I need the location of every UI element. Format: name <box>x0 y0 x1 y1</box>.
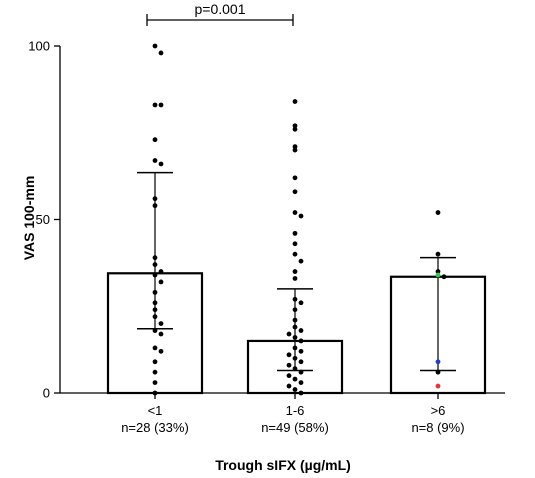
data-point <box>158 269 164 274</box>
data-point <box>158 348 164 354</box>
data-point <box>158 331 164 337</box>
x-tick-label: >6 <box>431 403 446 418</box>
data-point <box>298 258 304 264</box>
data-point <box>298 369 304 375</box>
data-point <box>298 213 304 219</box>
data-point <box>292 355 298 361</box>
data-point <box>292 317 298 323</box>
data-point <box>286 383 292 389</box>
data-point <box>298 328 304 333</box>
data-point <box>435 269 441 274</box>
x-axis-title: Trough sIFX (µg/mL) <box>215 457 351 473</box>
data-point <box>292 230 298 236</box>
data-point <box>152 102 158 108</box>
data-point <box>298 348 304 354</box>
data-point <box>292 345 298 351</box>
data-point <box>152 272 158 278</box>
x-tick-label: <1 <box>148 403 163 418</box>
x-tick-label: 1-6 <box>286 403 305 418</box>
data-point <box>292 99 298 104</box>
data-point <box>286 362 292 368</box>
y-axis-title: VAS 100-mm <box>21 176 37 261</box>
data-point <box>152 380 158 385</box>
data-point <box>152 196 158 202</box>
data-point <box>292 189 298 195</box>
data-point <box>152 369 158 375</box>
data-point <box>441 274 447 280</box>
data-point <box>152 300 158 306</box>
data-point <box>292 307 298 313</box>
data-point <box>158 321 164 326</box>
data-point <box>435 369 441 375</box>
x-tick-sublabel: n=8 (9%) <box>411 420 464 435</box>
data-point <box>292 175 298 181</box>
data-point <box>292 147 298 153</box>
data-point <box>152 203 158 209</box>
data-point <box>292 376 298 382</box>
plot-area <box>106 43 487 396</box>
data-point <box>152 314 158 320</box>
data-point <box>152 289 158 295</box>
x-tick-sublabel: n=49 (58%) <box>261 420 329 435</box>
data-point <box>152 255 158 261</box>
data-point <box>292 144 298 150</box>
data-point <box>158 279 164 285</box>
data-point <box>292 366 298 372</box>
significance-label: p=0.001 <box>195 1 246 17</box>
data-point <box>292 251 298 257</box>
data-point <box>435 251 441 257</box>
y-tick-label: 50 <box>36 212 50 227</box>
data-point <box>435 272 441 278</box>
data-point <box>152 307 158 313</box>
data-point <box>435 383 441 389</box>
data-point <box>292 123 298 129</box>
data-point <box>152 359 158 365</box>
data-point <box>292 241 298 247</box>
data-point <box>286 373 292 379</box>
data-point <box>298 359 304 365</box>
data-point <box>286 352 292 358</box>
data-point <box>152 328 158 333</box>
x-tick-sublabel: n=28 (33%) <box>121 420 189 435</box>
data-point <box>292 387 298 392</box>
data-point <box>152 345 158 351</box>
data-point <box>298 380 304 385</box>
data-point <box>298 338 304 344</box>
data-point <box>158 50 164 56</box>
y-tick-label: 0 <box>43 386 50 401</box>
data-point <box>286 331 292 337</box>
data-point <box>435 359 441 365</box>
data-point <box>158 161 164 167</box>
data-point <box>152 262 158 268</box>
axes: VAS 100-mm Trough sIFX (µg/mL) 0 50 100 <1 n… <box>21 1 505 473</box>
data-point <box>292 276 298 281</box>
data-point <box>292 269 298 274</box>
y-tick-label: 100 <box>28 39 50 54</box>
data-point <box>292 335 298 340</box>
data-point <box>158 102 164 108</box>
data-point <box>298 300 304 306</box>
data-point <box>152 137 158 143</box>
data-point <box>435 210 441 215</box>
data-point <box>292 210 298 215</box>
data-point <box>152 158 158 163</box>
data-point <box>292 126 298 132</box>
data-point <box>292 296 298 302</box>
data-point <box>152 43 158 49</box>
data-point <box>292 324 298 330</box>
